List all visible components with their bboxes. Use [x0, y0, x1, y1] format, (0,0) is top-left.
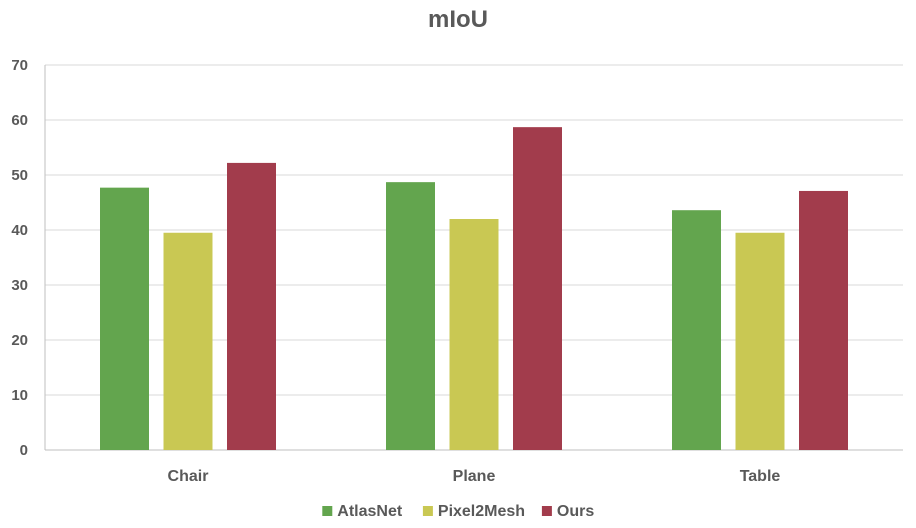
x-category-label: Plane	[453, 468, 496, 485]
bar-atlasnet-plane	[386, 182, 435, 450]
bar-ours-chair	[227, 162, 276, 450]
legend-label-atlasnet: AtlasNet	[337, 503, 403, 520]
bar-atlasnet-chair	[100, 187, 149, 450]
y-axis-ticks: 0 10 20 30 40 50 60 70	[11, 57, 28, 459]
legend-swatch-atlasnet	[322, 506, 333, 516]
chart-title: mIoU	[428, 6, 488, 33]
bar-ours-table	[799, 190, 848, 450]
y-tick-label: 70	[11, 57, 28, 74]
x-category-label: Table	[740, 468, 781, 485]
bar-pixel2mesh-table	[735, 232, 785, 450]
y-tick-label: 40	[11, 222, 28, 239]
y-tick-label: 30	[11, 277, 28, 294]
legend-label-ours: Ours	[557, 503, 594, 520]
y-tick-label: 10	[11, 387, 28, 404]
y-tick-label: 60	[11, 112, 28, 129]
y-tick-label: 20	[11, 332, 28, 349]
bar-pixel2mesh-chair	[163, 232, 213, 450]
y-tick-label: 0	[20, 442, 28, 459]
legend: AtlasNet Pixel2Mesh Ours	[322, 503, 594, 520]
bar-ours-plane	[513, 127, 562, 451]
bar-pixel2mesh-plane	[449, 219, 499, 450]
x-category-label: Chair	[168, 468, 209, 485]
bars	[100, 127, 848, 451]
legend-label-pixel2mesh: Pixel2Mesh	[438, 503, 525, 520]
legend-swatch-pixel2mesh	[422, 506, 433, 516]
y-tick-label: 50	[11, 167, 28, 184]
x-axis-categories: Chair Plane Table	[168, 468, 781, 485]
legend-swatch-ours	[541, 506, 552, 516]
bar-atlasnet-table	[672, 210, 721, 450]
